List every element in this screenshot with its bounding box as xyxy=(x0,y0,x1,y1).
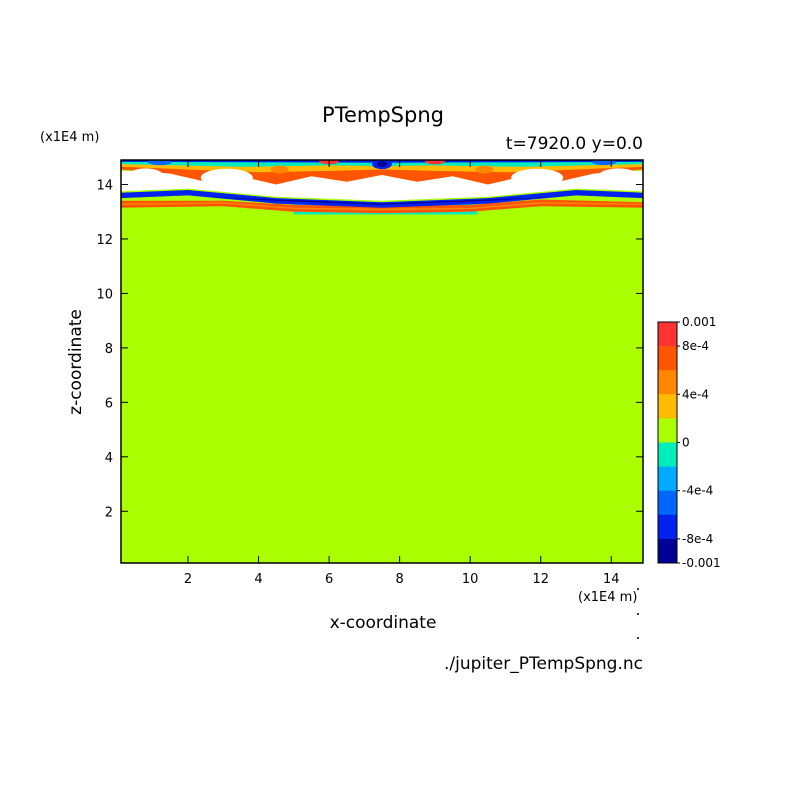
y-tick-label: 14 xyxy=(96,179,113,194)
x-tick-label: 6 xyxy=(325,572,333,587)
x-tick-label: 8 xyxy=(395,572,403,587)
background-field xyxy=(121,160,643,563)
lobe-left xyxy=(200,168,253,187)
spot-orange-left xyxy=(270,165,289,174)
colorbar-swatch xyxy=(658,538,677,564)
colorbar-swatch xyxy=(658,322,677,347)
y-tick-label: 6 xyxy=(105,396,113,411)
chart-title: PTempSpng xyxy=(322,103,444,127)
colorbar-swatch xyxy=(658,442,677,468)
colorbar-swatch xyxy=(658,394,677,419)
anomaly-layer xyxy=(121,160,643,215)
colorbar-swatch xyxy=(658,346,677,371)
y-tick-label: 4 xyxy=(105,451,113,466)
spot-red-right xyxy=(424,160,445,165)
colorbar-label: -8e-4 xyxy=(682,532,713,546)
spot-blue-right xyxy=(592,160,617,166)
lobe-far-left xyxy=(127,168,164,185)
x-tick-label: 2 xyxy=(184,572,192,587)
colorbar-swatch xyxy=(658,490,677,516)
decorative-dots xyxy=(637,588,639,639)
colorbar-label: -4e-4 xyxy=(682,484,713,498)
colorbar-swatch xyxy=(658,514,677,540)
colorbar-label: -0.001 xyxy=(682,556,721,570)
colorbar-label: 8e-4 xyxy=(682,339,709,353)
y-tick-label: 12 xyxy=(96,233,113,248)
colorbar: 0.001 8e-4 4e-4 0 -4e-4 -8e-4 -0.001 xyxy=(657,315,721,570)
y-tick-label: 10 xyxy=(96,287,113,302)
band-orange xyxy=(121,202,643,211)
plot-frame xyxy=(120,159,644,564)
lobe-right xyxy=(511,168,564,187)
x-tick-label: 12 xyxy=(532,572,549,587)
spot-orange-right xyxy=(475,165,494,174)
dot-marker xyxy=(637,637,639,639)
dot-marker xyxy=(637,588,639,590)
colorbar-swatch xyxy=(658,466,677,492)
x-axis-label: x-coordinate xyxy=(330,613,437,633)
chart-subtitle: t=7920.0 y=0.0 xyxy=(506,134,643,154)
x-units-label: (x1E4 m) xyxy=(578,590,637,605)
x-tick-label: 14 xyxy=(603,572,620,587)
source-file-label: ./jupiter_PTempSpng.nc xyxy=(444,654,643,674)
x-tick-label: 10 xyxy=(462,572,479,587)
y-tick-label: 8 xyxy=(105,342,113,357)
colorbar-swatch xyxy=(658,370,677,395)
plot-area xyxy=(121,160,643,563)
colorbar-label: 0 xyxy=(682,436,690,450)
colorbar-label: 4e-4 xyxy=(682,387,709,401)
spot-blue-left xyxy=(147,160,172,166)
x-tick-label: 4 xyxy=(254,572,262,587)
center-spot-core xyxy=(377,161,387,168)
y-tick-label: 2 xyxy=(105,505,113,520)
dot-marker xyxy=(637,613,639,615)
colorbar-label: 0.001 xyxy=(682,315,716,329)
y-units-label: (x1E4 m) xyxy=(40,130,99,145)
lobe-far-right xyxy=(598,168,639,185)
y-axis-label: z-coordinate xyxy=(66,309,86,415)
y-axis: 2 4 6 8 10 12 14 xyxy=(96,179,643,520)
colorbar-swatch xyxy=(658,418,677,443)
x-axis: 2 4 6 8 10 12 14 xyxy=(184,160,620,587)
